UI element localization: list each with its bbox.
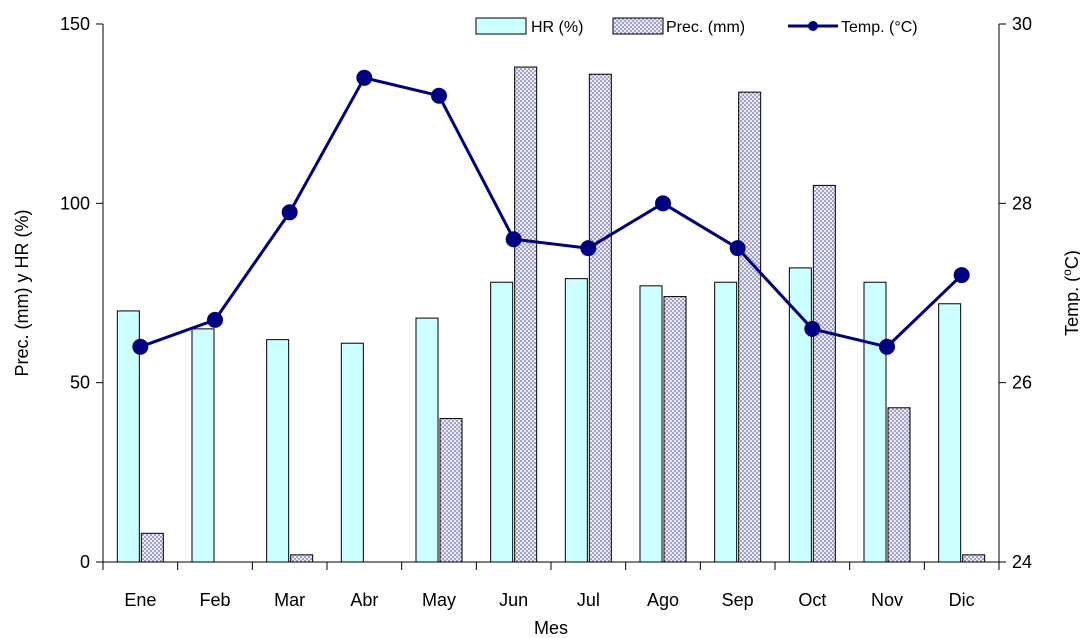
hr-bar (714, 281, 738, 563)
x-tick-label: Ago (647, 590, 679, 610)
temperature-point (356, 69, 373, 86)
x-tick-label: Feb (199, 590, 230, 610)
hr-bar (191, 328, 215, 563)
x-tick-label: Sep (722, 590, 754, 610)
left-y-tick-label: 0 (80, 552, 90, 572)
hr-bar (266, 339, 290, 563)
precipitation-bar (962, 554, 986, 563)
x-tick-label: Jun (499, 590, 528, 610)
legend: HR (%) Prec. (mm) Temp. (°C) (475, 17, 918, 36)
precipitation-bar (887, 407, 911, 563)
x-tick-label: Ene (124, 590, 156, 610)
x-tick-label: Nov (871, 590, 903, 610)
hr-bar (788, 267, 812, 563)
left-y-tick-label: 150 (60, 14, 90, 34)
tick-labels: 0 50 100 150 24 26 28 30 Ene Feb Mar Abr May Jun Jul Ag… (60, 14, 1032, 610)
right-y-axis-title: Temp. (oC) (1060, 250, 1080, 336)
hr-bar (938, 303, 962, 563)
hr-bar (490, 281, 514, 563)
hr-bars (116, 267, 962, 563)
hr-bar (340, 342, 364, 563)
right-y-tick-label: 26 (1012, 373, 1032, 393)
temperature-points (132, 69, 970, 355)
precipitation-bars (140, 66, 986, 563)
hr-bar (415, 317, 439, 563)
hr-bar (863, 281, 887, 563)
temperature-point (207, 311, 223, 328)
hr-bar (564, 278, 588, 563)
legend-hr-label: HR (%) (531, 19, 583, 36)
x-axis-title: Mes (534, 618, 568, 638)
temperature-point (804, 320, 821, 337)
legend-hr-swatch (475, 17, 527, 35)
legend-temp-swatch-marker (808, 21, 818, 31)
temperature-point (505, 231, 522, 248)
temperature-point (729, 240, 746, 257)
precipitation-bar (439, 418, 463, 563)
precipitation-bar (812, 184, 836, 563)
tick-marks (96, 23, 1006, 570)
legend-prec-label: Prec. (mm) (666, 19, 745, 36)
temperature-line (139, 76, 963, 349)
x-tick-label: Oct (798, 590, 826, 610)
temperature-point (953, 267, 970, 284)
left-y-tick-label: 100 (60, 193, 90, 213)
legend-temp-label: Temp. (°C) (841, 19, 918, 36)
precipitation-bar (140, 532, 164, 563)
right-y-tick-label: 28 (1012, 193, 1032, 213)
x-tick-label: Abr (350, 590, 378, 610)
hr-bar (639, 285, 663, 563)
x-tick-label: Dic (949, 590, 975, 610)
precipitation-bar (663, 296, 687, 563)
legend-prec-swatch (612, 17, 664, 35)
precipitation-bar (514, 66, 538, 563)
precipitation-bar (588, 73, 612, 563)
x-tick-label: Mar (274, 590, 305, 610)
x-tick-label: Jul (577, 590, 600, 610)
right-y-tick-label: 30 (1012, 14, 1032, 34)
precipitation-bar (290, 554, 314, 563)
right-y-tick-label: 24 (1012, 552, 1032, 572)
temperature-point (655, 195, 671, 212)
temperature-point (431, 87, 447, 104)
temperature-series (132, 69, 970, 355)
left-y-tick-label: 50 (70, 373, 90, 393)
temperature-point (281, 204, 298, 221)
x-tick-label: May (422, 590, 456, 610)
left-y-axis-title: Prec. (mm) y HR (%) (12, 210, 32, 377)
temperature-point (879, 338, 895, 355)
temperature-point (580, 240, 597, 257)
temperature-point (132, 338, 149, 355)
precipitation-bar (738, 91, 762, 563)
